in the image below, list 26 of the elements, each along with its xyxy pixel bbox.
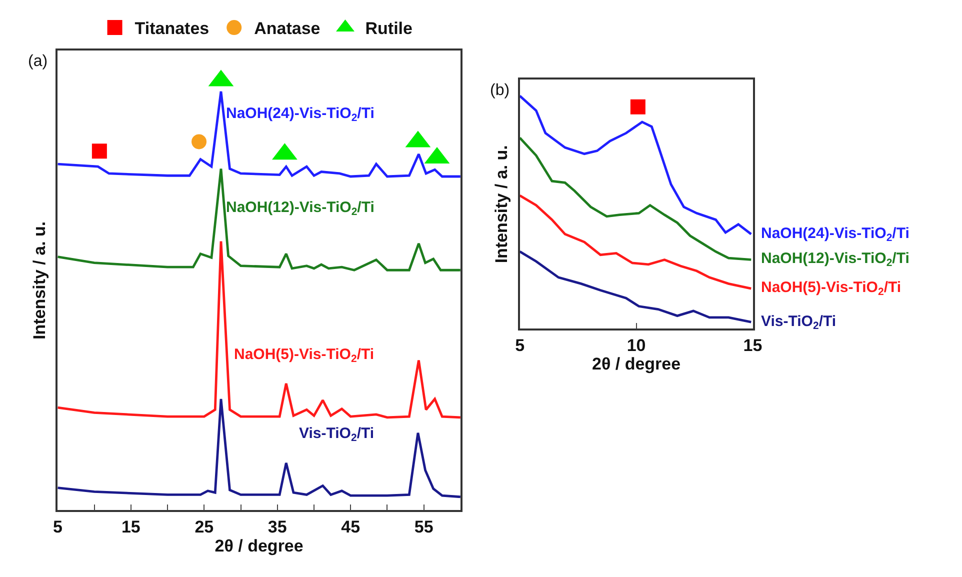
x-tick-label: 45 xyxy=(341,517,360,536)
x-tick-label: 5 xyxy=(52,517,62,536)
text: (b) xyxy=(490,82,510,99)
x-axis-title: 2θ / degree xyxy=(214,536,304,556)
x-tick-label: 25 xyxy=(194,517,214,536)
x-tick-label: 10 xyxy=(626,336,646,355)
legend-label: Anatase xyxy=(254,19,320,38)
series-label: NaOH(24)-Vis-TiO$_{2}$/Ti xyxy=(761,225,910,244)
legend-label: Titanates xyxy=(134,19,210,38)
series-label: NaOH(5)-Vis-TiO$_{2}$/Ti xyxy=(761,279,902,298)
series-label: NaOH(24)-Vis-TiO$_{2}$/Ti xyxy=(226,105,374,124)
series-label: NaOH(12)-Vis-TiO$_{2}$/Ti xyxy=(761,250,910,270)
y-axis-title: Intensity / a. u. xyxy=(492,145,512,264)
x-tick-label: 15 xyxy=(121,517,140,536)
x-tick-label: 5 xyxy=(515,336,525,355)
x-axis-title: 2θ / degree xyxy=(592,354,681,374)
x-tick-label: 55 xyxy=(414,517,434,536)
series-label: Vis-TiO$_{2}$/Ti xyxy=(299,425,374,444)
x-tick-label: 35 xyxy=(268,517,287,536)
y-axis-title: Intensity / a. u. xyxy=(30,221,49,340)
series-label: NaOH(12)-Vis-TiO$_{2}$/Ti xyxy=(226,199,374,218)
series-label: Vis-TiO$_{2}$/Ti xyxy=(761,313,836,332)
text: (a) xyxy=(28,53,48,70)
legend-label: Rutile xyxy=(365,19,412,38)
series-label: NaOH(5)-Vis-TiO$_{2}$/Ti xyxy=(234,346,374,366)
x-tick-label: 15 xyxy=(743,336,762,355)
